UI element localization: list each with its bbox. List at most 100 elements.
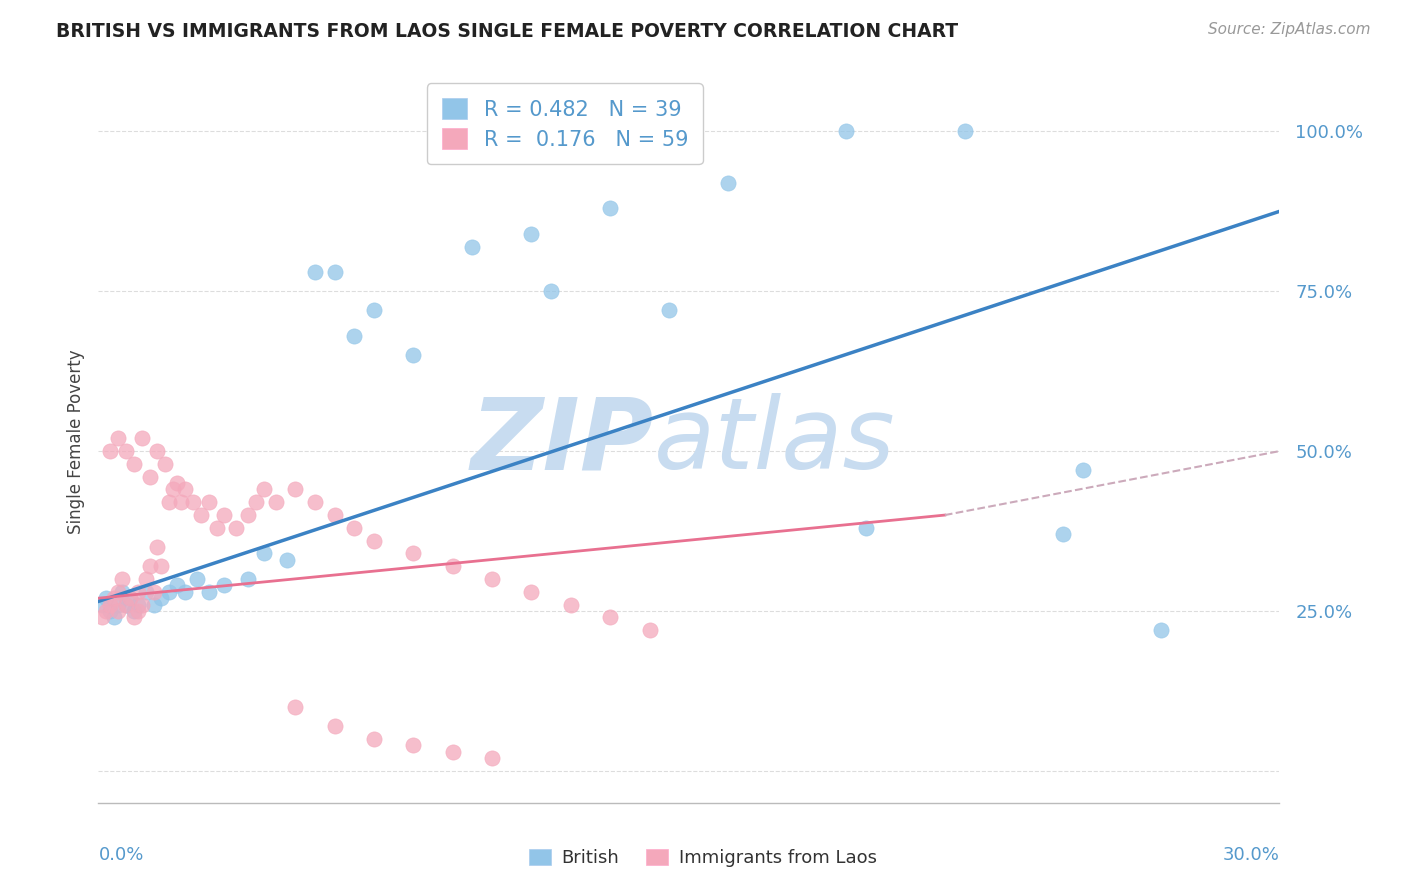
Point	[103, 591, 125, 606]
Point	[835, 124, 858, 138]
Point	[135, 584, 157, 599]
Point	[162, 483, 184, 497]
Point	[520, 584, 543, 599]
Point	[150, 559, 173, 574]
Point	[98, 598, 121, 612]
Point	[166, 578, 188, 592]
Point	[363, 303, 385, 318]
Point	[96, 591, 118, 606]
Point	[363, 731, 385, 746]
Point	[236, 508, 259, 522]
Point	[170, 495, 193, 509]
Point	[441, 745, 464, 759]
Point	[284, 699, 307, 714]
Point	[323, 719, 346, 733]
Point	[441, 559, 464, 574]
Point	[197, 584, 219, 599]
Point	[146, 444, 169, 458]
Point	[402, 738, 425, 752]
Point	[402, 348, 425, 362]
Point	[157, 584, 180, 599]
Point	[214, 508, 236, 522]
Point	[142, 584, 165, 599]
Point	[115, 598, 138, 612]
Point	[481, 751, 503, 765]
Point	[253, 546, 276, 560]
Point	[150, 591, 173, 606]
Point	[264, 495, 287, 509]
Point	[717, 176, 740, 190]
Point	[98, 444, 121, 458]
Text: Source: ZipAtlas.com: Source: ZipAtlas.com	[1208, 22, 1371, 37]
Point	[115, 598, 138, 612]
Point	[131, 598, 153, 612]
Text: 30.0%: 30.0%	[1223, 847, 1279, 864]
Point	[135, 572, 157, 586]
Point	[146, 540, 169, 554]
Point	[131, 431, 153, 445]
Point	[186, 572, 208, 586]
Point	[127, 604, 149, 618]
Point	[190, 508, 212, 522]
Point	[174, 584, 197, 599]
Text: BRITISH VS IMMIGRANTS FROM LAOS SINGLE FEMALE POVERTY CORRELATION CHART: BRITISH VS IMMIGRANTS FROM LAOS SINGLE F…	[56, 22, 959, 41]
Point	[107, 604, 129, 618]
Point	[122, 457, 145, 471]
Point	[138, 559, 160, 574]
Point	[166, 476, 188, 491]
Point	[111, 572, 134, 586]
Point	[107, 584, 129, 599]
Point	[122, 610, 145, 624]
Point	[638, 623, 661, 637]
Point	[205, 521, 228, 535]
Point	[155, 457, 177, 471]
Point	[138, 469, 160, 483]
Point	[304, 495, 326, 509]
Point	[284, 483, 307, 497]
Legend: British, Immigrants from Laos: British, Immigrants from Laos	[522, 841, 884, 874]
Point	[276, 553, 298, 567]
Point	[953, 124, 976, 138]
Point	[174, 483, 197, 497]
Point	[1150, 623, 1173, 637]
Point	[599, 610, 621, 624]
Point	[461, 239, 484, 253]
Text: atlas: atlas	[654, 393, 896, 490]
Point	[122, 604, 145, 618]
Point	[91, 610, 114, 624]
Point	[1052, 527, 1074, 541]
Point	[236, 572, 259, 586]
Point	[157, 495, 180, 509]
Point	[323, 265, 346, 279]
Point	[560, 598, 582, 612]
Point	[402, 546, 425, 560]
Point	[245, 495, 267, 509]
Point	[115, 444, 138, 458]
Point	[343, 521, 366, 535]
Point	[304, 265, 326, 279]
Point	[107, 598, 129, 612]
Point	[214, 578, 236, 592]
Text: 0.0%: 0.0%	[98, 847, 143, 864]
Point	[481, 572, 503, 586]
Y-axis label: Single Female Poverty: Single Female Poverty	[66, 350, 84, 533]
Legend: R = 0.482   N = 39, R =  0.176   N = 59: R = 0.482 N = 39, R = 0.176 N = 59	[427, 84, 703, 164]
Point	[520, 227, 543, 241]
Point	[91, 598, 114, 612]
Point	[142, 598, 165, 612]
Point	[225, 521, 247, 535]
Point	[599, 201, 621, 215]
Point	[96, 604, 118, 618]
Point	[181, 495, 204, 509]
Point	[98, 604, 121, 618]
Point	[855, 521, 877, 535]
Text: ZIP: ZIP	[471, 393, 654, 490]
Point	[363, 533, 385, 548]
Point	[111, 584, 134, 599]
Point	[118, 591, 141, 606]
Point	[197, 495, 219, 509]
Point	[127, 584, 149, 599]
Point	[107, 431, 129, 445]
Point	[103, 610, 125, 624]
Point	[323, 508, 346, 522]
